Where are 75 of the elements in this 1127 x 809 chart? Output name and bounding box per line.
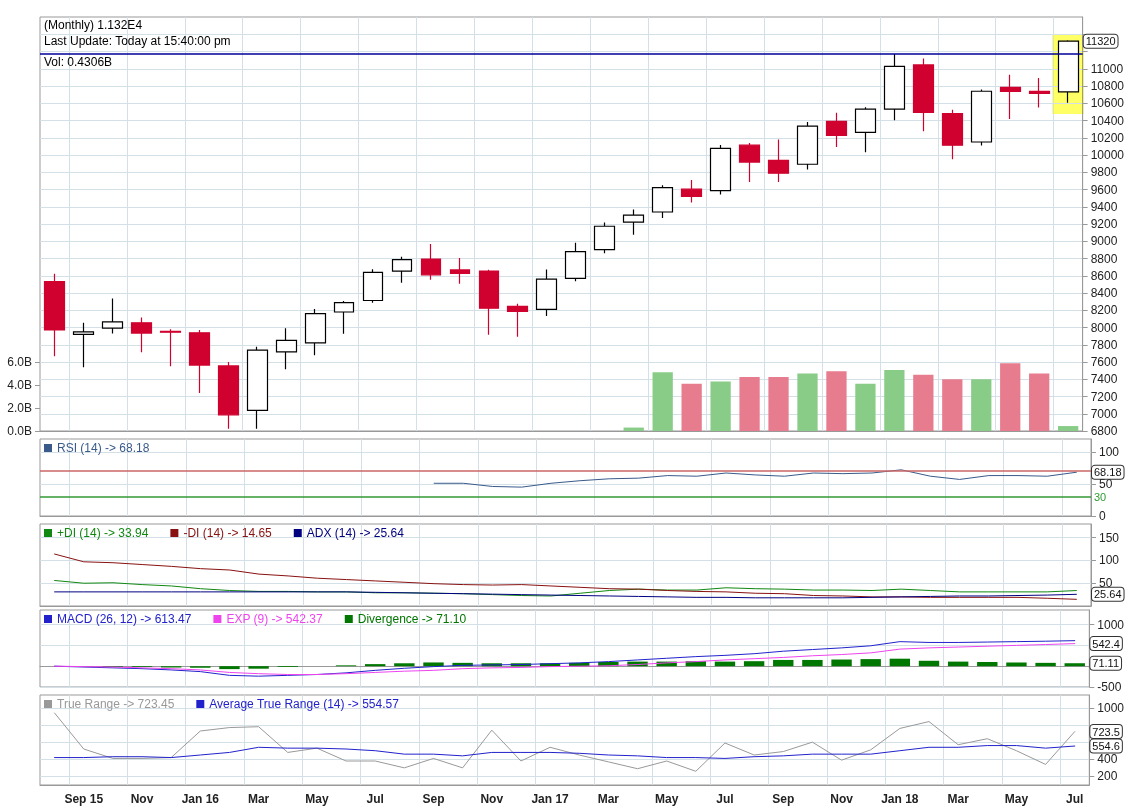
y-tick-label: 150	[1099, 530, 1120, 545]
y-tick-label: 9800	[1090, 165, 1118, 180]
y-tick-label: 9600	[1090, 182, 1118, 197]
y-tick-label: 9400	[1090, 199, 1118, 214]
x-tick-label: Jul	[716, 792, 734, 806]
y-tick-label: 1000	[1097, 617, 1125, 632]
text: 542.4	[1092, 637, 1120, 650]
y-tick-label: -500	[1097, 680, 1122, 694]
legend-label: Average True Range (14) -> 554.57	[209, 697, 400, 711]
text: 11320	[1085, 35, 1116, 48]
legend-label: ADX (14) -> 25.64	[306, 526, 405, 540]
y-tick-label: 7400	[1090, 372, 1118, 387]
x-tick-label: Nov	[480, 792, 504, 806]
y2-tick-label: 4.0B	[7, 378, 32, 392]
y2-tick-label: 6.0B	[7, 355, 32, 369]
text: 25.64	[1094, 588, 1122, 601]
y2-tick-label: 0.0B	[7, 424, 32, 438]
x-tick-label: May	[655, 792, 679, 806]
y-tick-label: 8200	[1090, 303, 1118, 318]
legend-label: MACD (26, 12) -> 613.47	[57, 612, 192, 626]
y-tick-label: 8400	[1090, 286, 1118, 300]
x-tick-label: Jan 17	[531, 792, 570, 806]
y-tick-label: 7000	[1090, 406, 1118, 421]
text: 723.5	[1092, 725, 1120, 738]
x-tick-label: Sep 15	[64, 792, 104, 806]
x-tick-label: Jan 18	[881, 792, 919, 806]
x-tick-label: Sep	[422, 792, 445, 806]
y-tick-label: 9000	[1090, 234, 1118, 249]
legend-label: -DI (14) -> 14.65	[183, 526, 273, 540]
y-tick-label: 400	[1097, 752, 1118, 767]
x-tick-label: Mar	[597, 792, 620, 806]
x-tick-label: Nov	[830, 792, 854, 806]
x-tick-label: Nov	[130, 792, 154, 806]
y-tick-label: 100	[1099, 444, 1120, 459]
annotation: Vol: 0.4306B	[44, 55, 113, 69]
y-tick-label: 8600	[1090, 268, 1118, 283]
y-tick-label: 10400	[1090, 113, 1125, 128]
x-tick-label: Jul	[366, 792, 384, 806]
x-tick-label: Sep	[772, 792, 795, 806]
x-tick-label: Jan 16	[181, 792, 220, 806]
y-tick-label: 11000	[1090, 61, 1124, 76]
y-tick-label: 10800	[1090, 79, 1125, 93]
y-tick-label: 10600	[1090, 96, 1125, 111]
y-tick-label: 8000	[1090, 320, 1118, 335]
x-tick-label: May	[1004, 792, 1029, 806]
text: 71.11	[1092, 657, 1120, 670]
ref-line-label: 30	[1094, 490, 1107, 503]
legend-label: Divergence -> 71.10	[357, 612, 467, 626]
text: Last Update: Today at 15:40:00 pm	[44, 34, 231, 48]
y-tick-label: 9200	[1090, 217, 1118, 231]
text: 68.18	[1094, 466, 1122, 479]
x-tick-label: Jul	[1066, 792, 1084, 806]
y-tick-label: 100	[1099, 553, 1120, 568]
y-tick-label: 7800	[1090, 337, 1118, 352]
legend-label: EXP (9) -> 542.37	[226, 612, 323, 626]
y-tick-label: 50	[1099, 476, 1113, 491]
legend-label: +DI (14) -> 33.94	[57, 526, 149, 540]
x-tick-label: Mar	[947, 792, 970, 806]
legend-label: RSI (14) -> 68.18	[57, 441, 150, 455]
chart-title: (Monthly) 1.132E4	[44, 18, 143, 32]
y-tick-label: 1000	[1097, 700, 1125, 715]
y-tick-label: 7200	[1090, 389, 1118, 404]
text: 554.6	[1092, 740, 1120, 753]
legend-label: True Range -> 723.45	[57, 697, 175, 711]
y2-tick-label: 2.0B	[7, 401, 32, 415]
y-tick-label: 8800	[1090, 251, 1118, 266]
y-tick-label: 200	[1097, 769, 1118, 784]
y-tick-label: 50	[1099, 576, 1113, 591]
x-tick-label: May	[305, 792, 329, 806]
y-tick-label: 7600	[1090, 355, 1118, 369]
y-tick-label: 10000	[1090, 148, 1125, 162]
y-tick-label: 0	[1099, 509, 1106, 523]
y-tick-label: 6800	[1090, 424, 1118, 438]
y-tick-label: 10200	[1090, 130, 1125, 145]
x-tick-label: Mar	[247, 792, 270, 806]
